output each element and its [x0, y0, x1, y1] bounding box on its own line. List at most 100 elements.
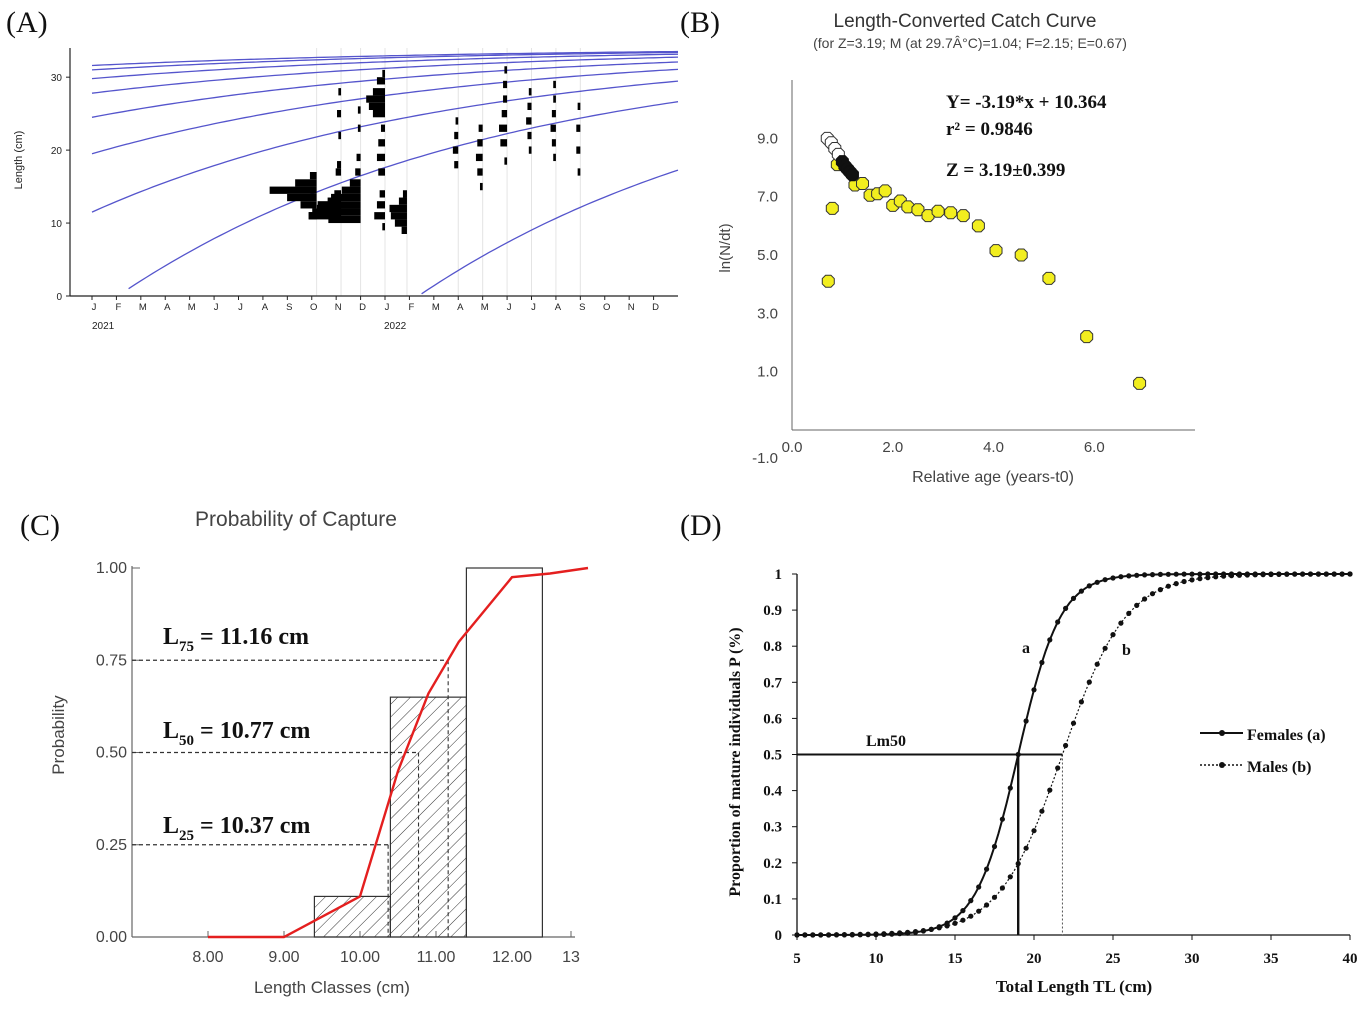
length-frequency-bar	[499, 124, 508, 132]
maturity-point-males	[1244, 572, 1250, 578]
growth-curve	[91, 50, 679, 67]
length-frequency-bar	[454, 161, 459, 169]
maturity-point-males	[1236, 572, 1242, 578]
length-frequency-bar	[337, 161, 342, 169]
length-frequency-bar	[376, 77, 385, 85]
maturity-point-males	[1205, 575, 1211, 581]
maturity-point-females	[1015, 751, 1021, 758]
maturity-point-males	[1260, 572, 1266, 578]
selection-bar	[465, 567, 543, 938]
length-frequency-bar	[356, 153, 361, 162]
maturity-point-males	[1300, 571, 1306, 577]
y-tick-label: 3.0	[757, 305, 778, 322]
maturity-point-males	[968, 913, 974, 919]
length-frequency-bar	[501, 110, 508, 118]
length-frequency-bar	[312, 208, 361, 216]
panel-d-maturity-ogive: 00.10.20.30.40.50.60.70.80.915 10 15 20 25 30…	[727, 567, 1358, 996]
length-frequency-bar	[378, 139, 385, 147]
y-tick-label: 0.50	[96, 745, 127, 762]
maturity-point-females	[1102, 577, 1108, 583]
maturity-point-females	[1173, 571, 1179, 577]
x-tick-label: 20	[1027, 951, 1042, 967]
length-frequency-bar	[269, 186, 317, 194]
y-tick-label: 5.0	[757, 247, 778, 264]
maturity-point-males	[1039, 808, 1045, 814]
maturity-point-males	[833, 932, 840, 938]
maturity-point-males	[1221, 573, 1227, 579]
y-tick-label: 0.00	[96, 929, 127, 946]
length-frequency-bar	[577, 102, 581, 110]
selection-bar	[313, 895, 391, 938]
month-label: A	[555, 302, 562, 313]
length-frequency-bar	[335, 168, 342, 176]
maturity-point-males	[1292, 571, 1298, 577]
maturity-point-males	[1031, 828, 1037, 834]
label-subscript: 75	[179, 639, 194, 655]
growth-curve	[91, 56, 679, 94]
y-tick-label: 0.4	[763, 784, 782, 800]
y-tick-label: 30	[51, 73, 63, 84]
length-frequency-bar	[475, 153, 483, 162]
y-tick-label: 0.2	[763, 856, 782, 872]
maturity-point-males	[857, 931, 863, 938]
maturity-point-males	[928, 926, 934, 933]
maturity-point-males	[802, 932, 808, 938]
maturity-point-males	[1118, 620, 1124, 626]
y-tick-label: 9.0	[757, 130, 778, 147]
y-tick-label: 1.00	[96, 560, 127, 577]
maturity-point-males	[810, 932, 816, 938]
x-tick-label: 8.00	[192, 949, 223, 966]
x-tick-label: 10	[869, 951, 884, 967]
maturity-point-females	[1149, 572, 1156, 578]
length-frequency-bar	[295, 179, 317, 187]
chart-title: Probability of Capture	[195, 508, 397, 531]
data-point	[911, 203, 925, 217]
maturity-point-males	[1347, 571, 1353, 577]
data-point	[989, 244, 1003, 258]
y-tick-label: 0.75	[96, 652, 127, 669]
chart-title: Length-Converted Catch Curve	[834, 11, 1097, 32]
data-point	[1080, 330, 1094, 344]
length-frequency-bar	[551, 110, 556, 118]
y-tick-label: -1.0	[752, 450, 778, 467]
maturity-point-males	[1331, 571, 1337, 577]
maturity-point-males	[841, 932, 848, 938]
maturity-point-females	[1039, 659, 1045, 666]
length-frequency-bar	[576, 124, 581, 132]
length-frequency-bar	[328, 215, 361, 224]
length-frequency-bar	[341, 186, 361, 194]
y-tick-label: 0	[56, 292, 62, 303]
month-label: M	[139, 302, 147, 313]
r-squared: r² = 0.9846	[946, 119, 1033, 140]
maturity-point-males	[1197, 576, 1203, 582]
y-tick-label: 1	[775, 567, 783, 583]
selection-bar	[389, 696, 467, 938]
y-tick-label: 0.3	[763, 820, 782, 836]
maturity-point-males	[1086, 679, 1092, 685]
length-frequency-bar	[357, 124, 361, 132]
maturity-point-females	[1094, 579, 1100, 585]
x-tick-label: 11.00	[417, 949, 456, 966]
maturity-point-males	[1055, 765, 1061, 771]
length-frequency-bar	[402, 190, 407, 198]
maturity-point-females	[1063, 605, 1069, 612]
maturity-point-females	[1165, 571, 1171, 577]
maturity-point-females	[968, 898, 974, 904]
month-label: A	[457, 302, 464, 313]
x-tick-label: 13	[562, 949, 580, 966]
maturity-point-females	[1110, 575, 1116, 581]
x-tick-label: 35	[1264, 951, 1279, 967]
length-frequency-bar	[368, 102, 385, 110]
maturity-point-males	[881, 931, 887, 937]
maturity-point-males	[1110, 632, 1116, 638]
legend-label-females: Females (a)	[1247, 727, 1326, 744]
maturity-point-males	[905, 929, 911, 935]
maturity-point-males	[952, 920, 958, 926]
length-frequency-bar	[526, 117, 532, 125]
maturity-point-males	[984, 902, 990, 908]
length-frequency-bar	[401, 226, 407, 234]
month-label: J	[238, 302, 243, 313]
curve-label-b: b	[1122, 642, 1131, 659]
data-point	[821, 274, 835, 288]
maturity-point-males	[1078, 699, 1084, 705]
